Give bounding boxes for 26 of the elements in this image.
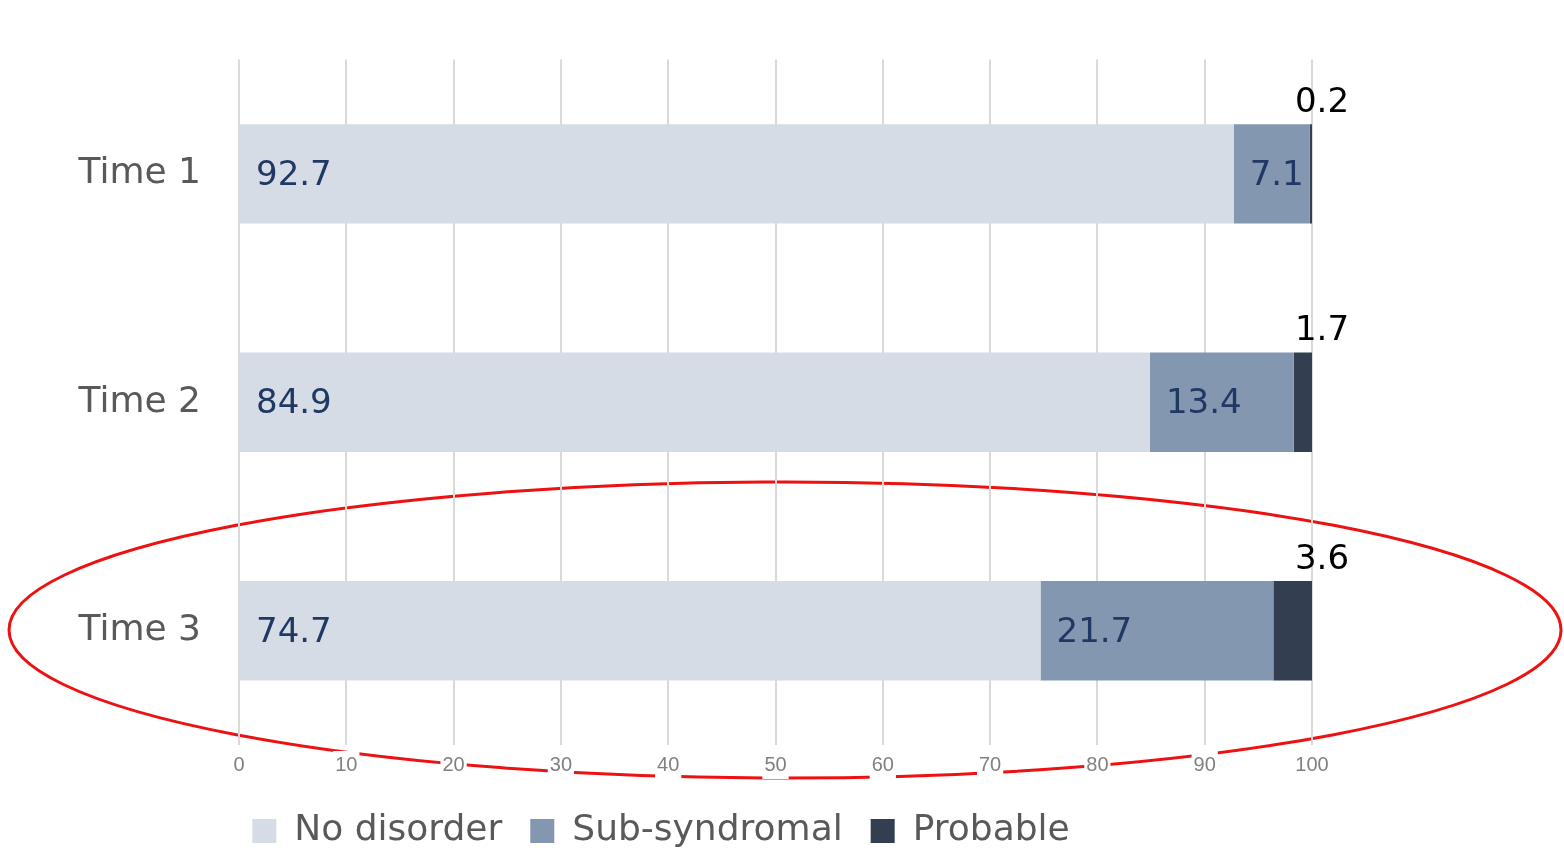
data-label: 13.4 — [1165, 381, 1242, 422]
legend-label: No disorder — [294, 807, 503, 849]
x-tick-label: 60 — [871, 752, 894, 775]
x-tick-label: 10 — [335, 752, 358, 775]
x-tick-label: 70 — [978, 752, 1002, 775]
x-tick-label: 50 — [764, 752, 787, 775]
legend-label: Probable — [912, 807, 1070, 849]
data-label: 7.1 — [1249, 152, 1304, 193]
x-tick-label: 90 — [1193, 752, 1216, 775]
data-label: 3.6 — [1294, 536, 1350, 577]
data-label: 92.7 — [256, 152, 332, 193]
x-tick-label: 0 — [233, 752, 245, 775]
y-tick-label: Time 2 — [77, 378, 201, 420]
data-label: 21.7 — [1056, 609, 1133, 650]
data-label: 1.7 — [1294, 308, 1350, 349]
data-label: 0.2 — [1294, 79, 1350, 120]
x-tick-label: 40 — [657, 752, 680, 775]
x-tick-label: 30 — [549, 752, 573, 775]
y-tick-label: Time 3 — [77, 607, 201, 649]
data-label: 84.9 — [256, 381, 332, 422]
x-tick-label: 80 — [1086, 752, 1109, 775]
legend-label: Sub-syndromal — [572, 807, 843, 849]
data-label: 74.7 — [256, 609, 332, 650]
x-tick-label: 100 — [1295, 752, 1329, 775]
x-tick-label: 20 — [442, 752, 465, 775]
y-tick-label: Time 1 — [77, 150, 201, 192]
